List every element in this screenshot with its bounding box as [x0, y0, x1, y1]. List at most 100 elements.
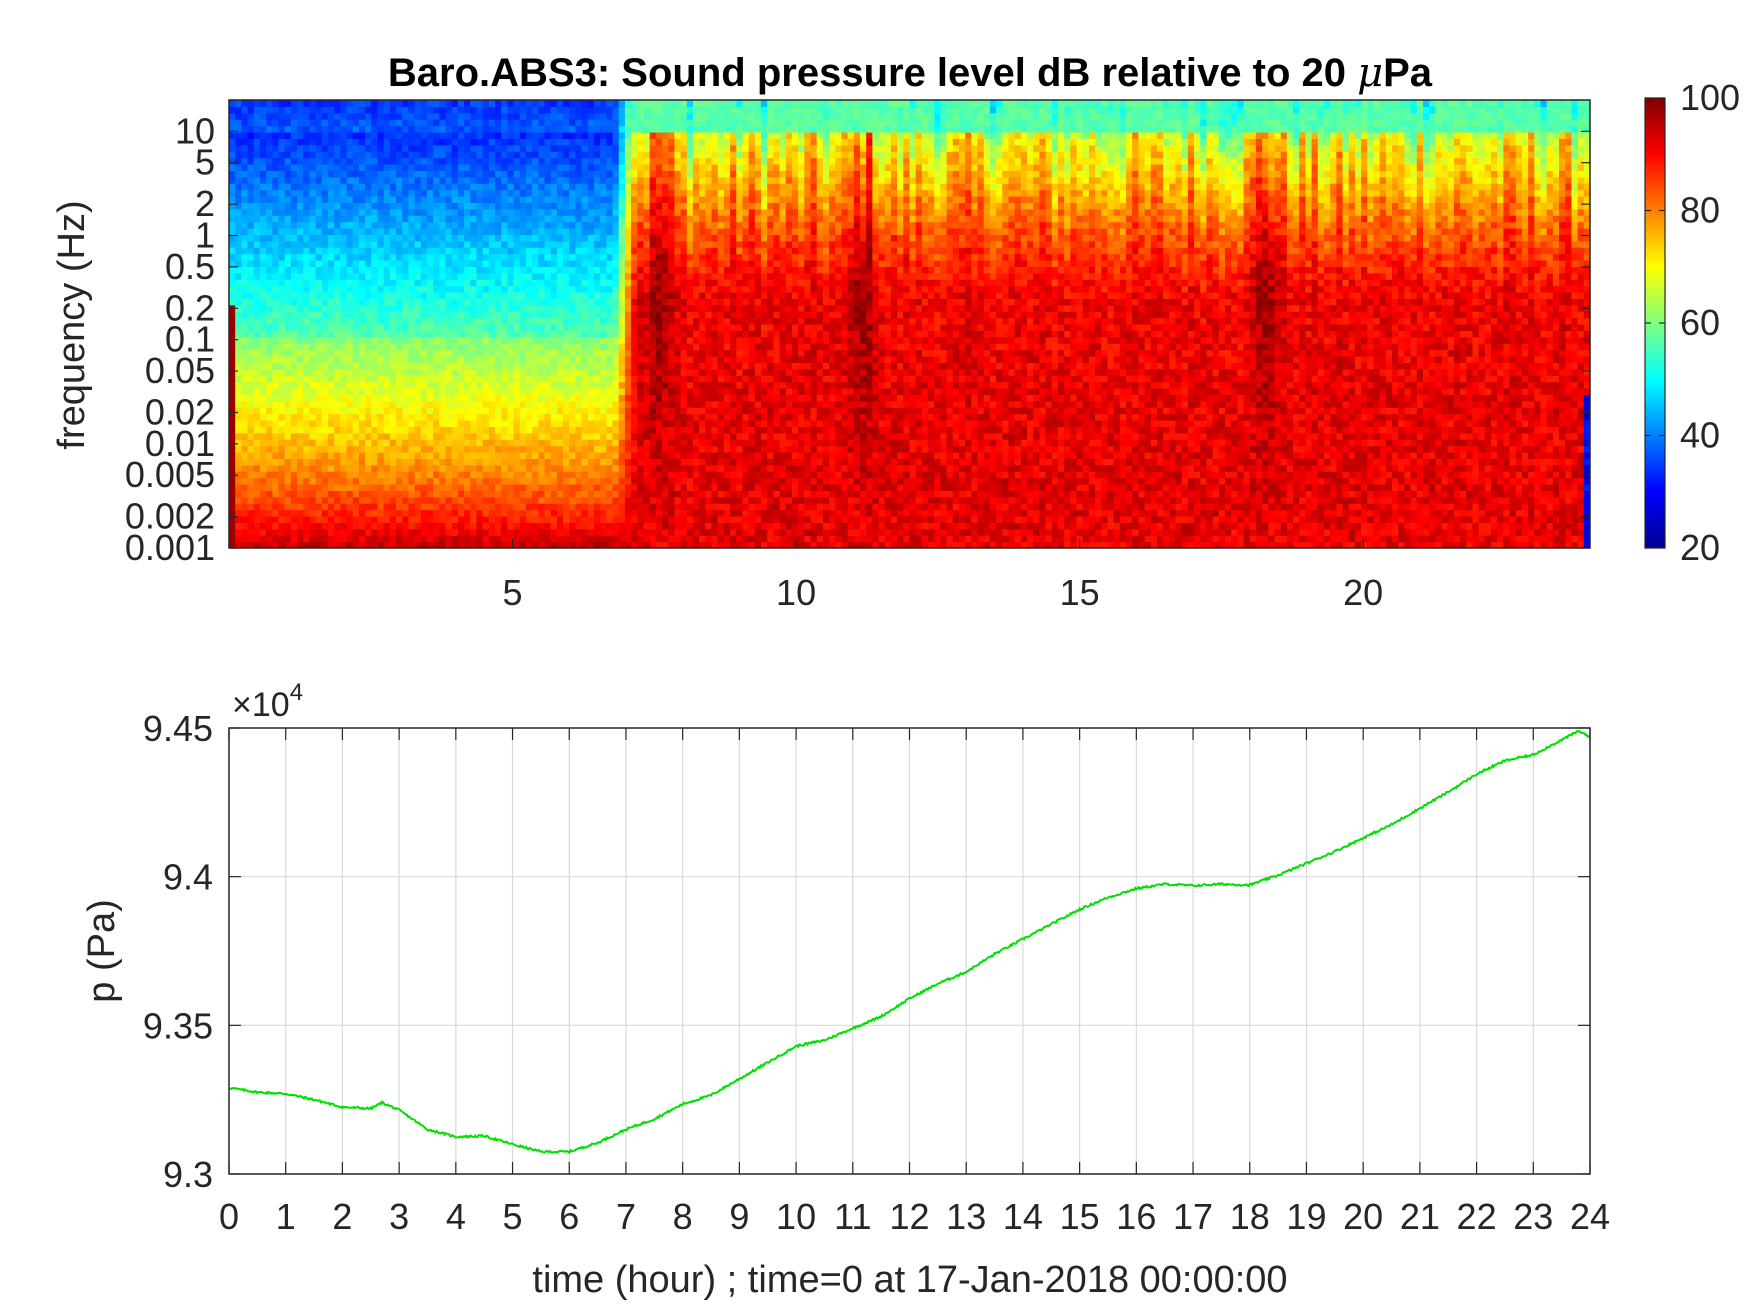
spectrogram-cell — [433, 375, 440, 383]
spectrogram-cell — [365, 503, 372, 511]
spectrogram-cell — [303, 407, 311, 415]
spectrogram-cell — [488, 234, 496, 242]
spectrogram-cell — [402, 247, 410, 255]
spectrogram-cell — [488, 132, 496, 139]
spectrogram-cell — [587, 349, 595, 357]
spectrogram-cell — [414, 356, 422, 363]
spectrogram-cell — [315, 119, 323, 127]
spectrogram-cell — [538, 445, 546, 453]
spectrogram-cell — [346, 253, 354, 261]
spectrogram-cell — [266, 221, 273, 229]
spectrogram-cell — [284, 490, 292, 498]
spectrogram-cell — [334, 362, 341, 370]
spectrogram-cell — [606, 343, 614, 351]
spectrogram-cell — [563, 151, 570, 159]
spectrogram-cell — [259, 164, 267, 171]
spectrogram-cell — [290, 535, 298, 543]
spectrogram-cell — [637, 439, 645, 447]
spectrogram-cell — [618, 132, 626, 139]
spectrogram-cell — [507, 112, 515, 120]
spectrogram-cell — [402, 119, 410, 127]
spectrogram-cell — [327, 234, 335, 242]
spectrogram-cell — [377, 458, 385, 466]
spectrogram-cell — [637, 432, 645, 440]
spectrogram-cell — [315, 247, 323, 255]
spectrogram-cell — [371, 522, 379, 530]
spectrogram-cell — [396, 228, 403, 235]
spectrogram-cell — [303, 164, 311, 171]
spectrogram-cell — [383, 132, 391, 139]
spectrogram-cell — [235, 343, 242, 351]
spectrogram-cell — [278, 522, 286, 530]
spectrogram-cell — [662, 228, 669, 235]
spectrogram-cell — [309, 189, 317, 197]
spectrogram-cell — [235, 522, 242, 530]
spectrogram-cell — [643, 445, 651, 453]
spectrogram-cell — [365, 151, 372, 159]
spectrogram-cell — [482, 336, 490, 344]
spectrogram-cell — [247, 272, 255, 280]
spectrogram-cell — [284, 317, 292, 325]
spectrogram-cell — [334, 215, 341, 223]
spectrogram-cell — [457, 292, 465, 299]
spectrogram-cell — [321, 330, 329, 338]
spectrogram-cell — [556, 400, 564, 408]
spectrogram-cell — [371, 439, 379, 447]
spectrogram-cell — [389, 496, 397, 504]
spectrogram-cell — [414, 535, 422, 543]
spectrogram-cell — [420, 208, 428, 216]
spectrogram-cell — [272, 490, 280, 498]
spectrogram-cell — [253, 330, 261, 338]
spectrogram-cell — [643, 240, 651, 248]
spectrogram-cell — [594, 119, 601, 127]
spectrogram-cell — [334, 311, 341, 319]
spectrogram-cell — [235, 247, 242, 255]
spectrogram-cell — [278, 368, 286, 376]
spectrogram-cell — [420, 253, 428, 261]
spectrogram-cell — [309, 304, 317, 312]
spectrogram-cell — [241, 234, 249, 242]
spectrogram-cell — [259, 119, 267, 127]
spectrogram-cell — [426, 522, 434, 530]
spectrogram-cell — [352, 228, 360, 235]
spectrogram-cell — [668, 496, 676, 504]
spectrogram-cell — [594, 324, 601, 331]
spectrogram-cell — [569, 151, 577, 159]
spectrogram-cell — [383, 426, 391, 434]
spectrogram-cell — [259, 112, 267, 120]
spectrogram-cell — [618, 426, 626, 434]
spectrogram-cell — [284, 119, 292, 127]
spectrogram-cell — [649, 100, 657, 107]
spectrogram-cell — [606, 151, 614, 159]
spectrogram-cell — [544, 215, 552, 223]
spectrogram-cell — [495, 311, 502, 319]
spectrogram-cell — [414, 362, 422, 370]
spectrogram-cell — [420, 356, 428, 363]
spectrogram-cell — [383, 528, 391, 536]
spectrogram-cell — [612, 215, 620, 223]
spectrogram-cell — [575, 253, 583, 261]
spectrogram-cell — [457, 253, 465, 261]
spectrogram-cell — [309, 503, 317, 511]
spectrogram-cell — [414, 298, 422, 306]
spectrogram-cell — [631, 458, 638, 466]
spectrogram-cell — [266, 336, 273, 344]
spectrogram-cell — [229, 394, 236, 402]
spectrogram-cell — [297, 541, 304, 548]
spectrogram-cell — [414, 388, 422, 395]
spectrogram-cell — [476, 413, 484, 421]
spectrogram-cell — [612, 439, 620, 447]
spectrogram-cell — [272, 272, 280, 280]
spectrogram-cell — [618, 260, 626, 267]
spectrogram-cell — [290, 189, 298, 197]
spectrogram-cell — [451, 119, 459, 127]
spectrogram-cell — [606, 272, 614, 280]
spectrogram-cell — [457, 471, 465, 479]
spectrogram-cell — [649, 215, 657, 223]
spectrogram-cell — [525, 253, 533, 261]
spectrogram-cell — [538, 522, 546, 530]
spectrogram-cell — [309, 260, 317, 267]
spectrogram-cell — [352, 535, 360, 543]
spectrogram-cell — [470, 208, 478, 216]
spectrogram-cell — [396, 266, 403, 274]
